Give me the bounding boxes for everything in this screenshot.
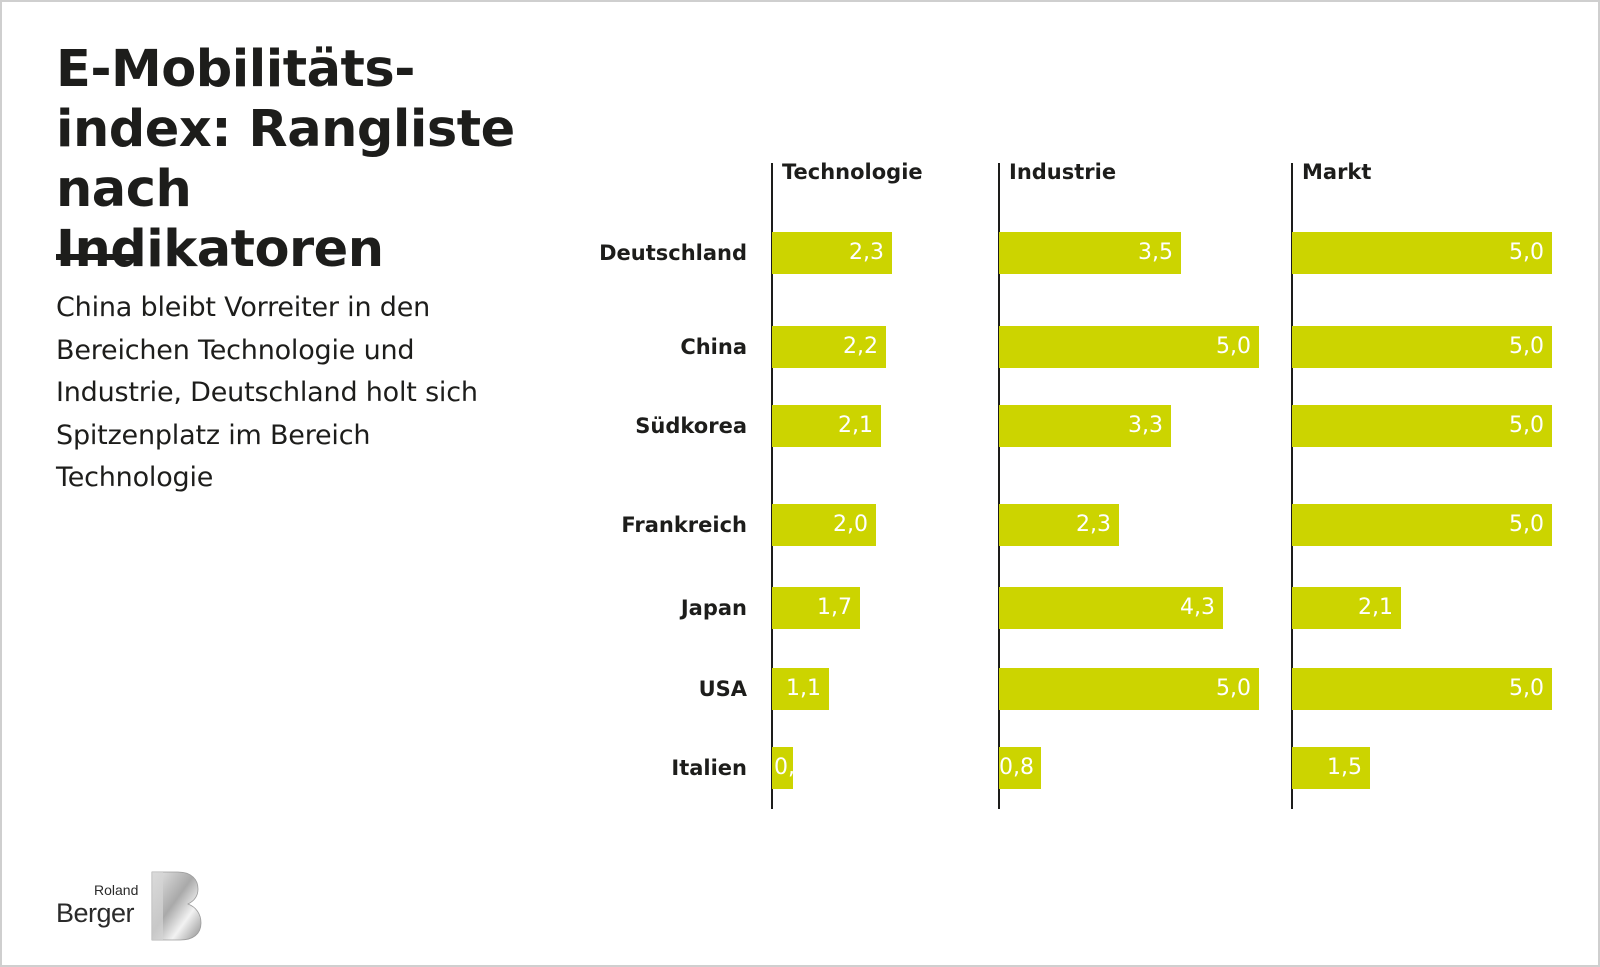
data-label-markt-südkorea: 5,0: [1509, 413, 1544, 438]
data-label-technologie-italien: 0,4: [774, 755, 809, 780]
chart-title-line: index: Rangliste: [56, 100, 515, 159]
data-label-industrie-usa: 5,0: [1216, 676, 1251, 701]
axis-line-industrie: [998, 163, 1000, 809]
data-label-markt-china: 5,0: [1509, 334, 1544, 359]
axis-line-technologie: [771, 163, 773, 809]
axis-line-markt: [1291, 163, 1293, 809]
data-label-industrie-frankreich: 2,3: [1076, 512, 1111, 537]
data-label-markt-usa: 5,0: [1509, 676, 1544, 701]
data-label-technologie-deutschland: 2,3: [849, 240, 884, 265]
category-label-deutschland: Deutschland: [599, 241, 747, 265]
data-label-technologie-china: 2,2: [843, 334, 878, 359]
bar-markt-italien: [1292, 747, 1370, 789]
data-label-industrie-italien: 0,8: [999, 755, 1034, 780]
bar-markt-japan: [1292, 587, 1401, 629]
bar-technologie-südkorea: [772, 405, 881, 447]
data-label-industrie-japan: 4,3: [1180, 595, 1215, 620]
category-label-südkorea: Südkorea: [635, 414, 747, 438]
bar-technologie-deutschland: [772, 232, 892, 274]
bar-industrie-deutschland: [999, 232, 1181, 274]
bar-industrie-frankreich: [999, 504, 1119, 546]
bar-technologie-italien: [772, 747, 793, 789]
column-header-markt: Markt: [1302, 160, 1372, 184]
bar-industrie-usa: [999, 668, 1259, 710]
category-label-frankreich: Frankreich: [621, 513, 747, 537]
category-label-japan: Japan: [680, 596, 747, 620]
bar-markt-deutschland: [1292, 232, 1552, 274]
chart-title: E-Mobilitäts-index: Rangliste nach Indika…: [56, 40, 526, 280]
data-label-industrie-südkorea: 3,3: [1128, 413, 1163, 438]
column-header-technologie: Technologie: [782, 160, 923, 184]
data-label-technologie-usa: 1,1: [786, 676, 821, 701]
bar-technologie-usa: [772, 668, 829, 710]
logo-text-roland: Roland: [94, 882, 139, 898]
chart-title-line: E-Mobilitäts-: [56, 40, 415, 99]
data-label-markt-deutschland: 5,0: [1509, 240, 1544, 265]
bar-technologie-china: [772, 326, 886, 368]
title-divider: [56, 254, 134, 260]
category-label-china: China: [680, 335, 747, 359]
bar-markt-usa: [1292, 668, 1552, 710]
column-header-industrie: Industrie: [1009, 160, 1117, 184]
bar-industrie-italien: [999, 747, 1041, 789]
bar-markt-frankreich: [1292, 504, 1552, 546]
data-label-industrie-china: 5,0: [1216, 334, 1251, 359]
bar-technologie-frankreich: [772, 504, 876, 546]
roland-berger-logo: Roland Berger: [56, 870, 206, 942]
logo-b-mark-icon: [151, 871, 202, 941]
logo-text-berger: Berger: [56, 898, 135, 928]
category-label-italien: Italien: [671, 756, 747, 780]
bar-technologie-japan: [772, 587, 860, 629]
chart-subtitle: China bleibt Vorreiter in den Bereichen …: [56, 292, 478, 493]
bar-industrie-japan: [999, 587, 1223, 629]
data-label-technologie-frankreich: 2,0: [833, 512, 868, 537]
category-label-usa: USA: [698, 677, 747, 701]
bar-industrie-china: [999, 326, 1259, 368]
bar-industrie-südkorea: [999, 405, 1171, 447]
data-label-technologie-südkorea: 2,1: [838, 413, 873, 438]
data-label-markt-italien: 1,5: [1327, 755, 1362, 780]
data-label-industrie-deutschland: 3,5: [1138, 240, 1173, 265]
data-label-markt-japan: 2,1: [1358, 595, 1393, 620]
chart-title-line: nach Indikatoren: [56, 160, 384, 279]
bar-markt-china: [1292, 326, 1552, 368]
bar-markt-südkorea: [1292, 405, 1552, 447]
data-label-markt-frankreich: 5,0: [1509, 512, 1544, 537]
data-label-technologie-japan: 1,7: [817, 595, 852, 620]
